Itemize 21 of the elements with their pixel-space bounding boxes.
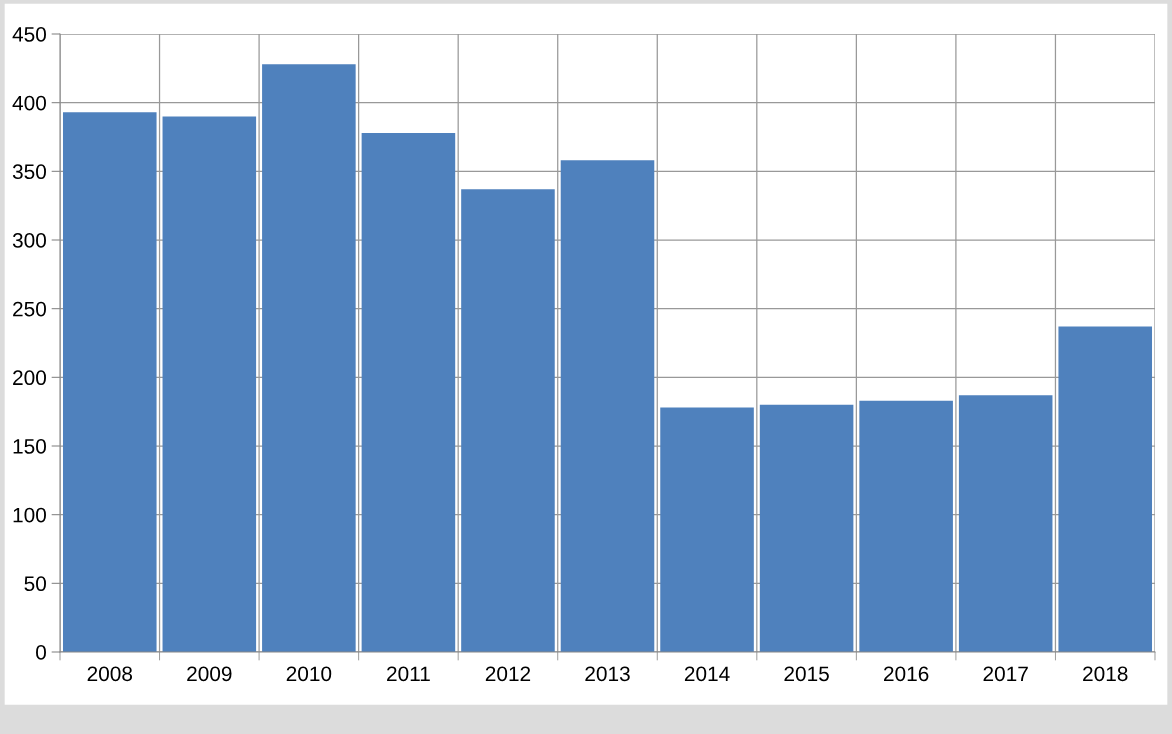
x-tick-label: 2009 xyxy=(187,666,232,682)
y-tick-label: 0 xyxy=(36,645,46,660)
x-tick-label: 2008 xyxy=(87,666,133,682)
x-tick-label: 2016 xyxy=(884,666,929,682)
x-tick-label: 2010 xyxy=(286,666,332,682)
x-tick-label: 2012 xyxy=(485,666,531,682)
x-tick-label: 2011 xyxy=(387,666,430,682)
x-tick-label: 2013 xyxy=(585,666,630,682)
x-tick-label: 2018 xyxy=(1083,666,1128,682)
y-tick-label: 400 xyxy=(12,95,46,111)
y-tick-label: 150 xyxy=(13,439,46,454)
y-tick-label: 50 xyxy=(24,576,46,592)
y-tick-label: 250 xyxy=(13,301,46,317)
y-tick-label: 100 xyxy=(13,507,46,523)
x-tick-label: 2014 xyxy=(684,666,730,682)
x-tick-label: 2015 xyxy=(784,666,829,682)
x-tick-label: 2017 xyxy=(983,666,1028,682)
y-tick-label: 200 xyxy=(13,370,46,386)
y-tick-label: 450 xyxy=(12,27,46,42)
y-tick-label: 300 xyxy=(12,233,46,248)
y-tick-label: 350 xyxy=(12,164,46,180)
